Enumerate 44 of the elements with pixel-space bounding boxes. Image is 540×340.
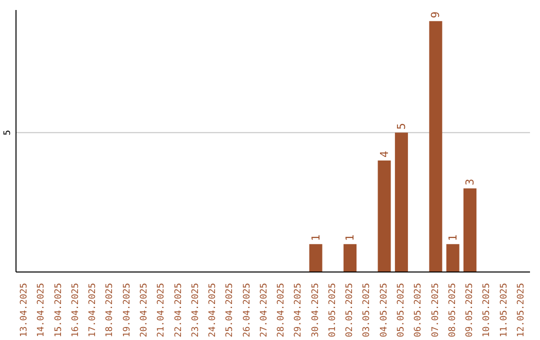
- bar: [394, 132, 408, 272]
- x-tick-label: 14.04.2025: [36, 283, 47, 338]
- x-tick-label: 22.04.2025: [174, 283, 184, 338]
- x-tick-label: 04.05.2025: [379, 283, 390, 338]
- data-label: 5: [394, 123, 408, 130]
- x-tick-label: 26.04.2025: [242, 283, 252, 338]
- x-tick-label: 03.05.2025: [362, 283, 372, 338]
- x-tick-label: 23.04.2025: [190, 283, 201, 338]
- bar: [463, 188, 476, 272]
- x-tick-label: 05.05.2025: [396, 283, 406, 338]
- x-tick-label: 18.04.2025: [105, 283, 116, 338]
- x-tick-label: 10.05.2025: [482, 283, 492, 338]
- x-tick-label: 25.04.2025: [225, 283, 236, 338]
- data-label: 1: [446, 234, 460, 242]
- bar: [429, 21, 442, 272]
- x-tick-label: 28.04.2025: [276, 283, 287, 338]
- x-tick-label: 13.04.2025: [20, 283, 30, 338]
- x-tick-label: 20.04.2025: [140, 283, 150, 338]
- bar: [446, 244, 460, 272]
- x-tick-label: 11.05.2025: [499, 283, 510, 338]
- data-label: 4: [378, 150, 391, 158]
- x-tick-label: 15.04.2025: [54, 283, 64, 338]
- data-label: 3: [463, 178, 476, 186]
- x-tick-label: 19.04.2025: [122, 283, 132, 338]
- x-tick-label: 29.04.2025: [294, 283, 304, 338]
- x-tick-label: 24.04.2025: [208, 283, 218, 338]
- x-tick-label: 08.05.2025: [448, 283, 458, 338]
- x-tick-label: 17.04.2025: [88, 283, 98, 338]
- data-label: 1: [309, 234, 322, 242]
- x-tick-label: 12.05.2025: [516, 283, 526, 338]
- x-tick-label: 07.05.2025: [430, 283, 441, 338]
- x-tick-label: 30.04.2025: [310, 283, 321, 338]
- bar: [378, 160, 391, 272]
- data-label: 1: [344, 234, 357, 242]
- x-tick-label: 02.05.2025: [345, 283, 356, 338]
- x-tick-label: 06.05.2025: [414, 283, 424, 338]
- x-tick-label: 01.05.2025: [328, 283, 338, 338]
- data-label: 9: [429, 12, 442, 18]
- bar: [344, 244, 357, 272]
- x-tick-label: 16.04.2025: [70, 283, 81, 338]
- x-tick-label: 21.04.2025: [156, 283, 167, 338]
- x-tick-label: 09.05.2025: [465, 283, 476, 338]
- x-tick-label: 27.04.2025: [259, 283, 270, 338]
- bar: [309, 244, 322, 272]
